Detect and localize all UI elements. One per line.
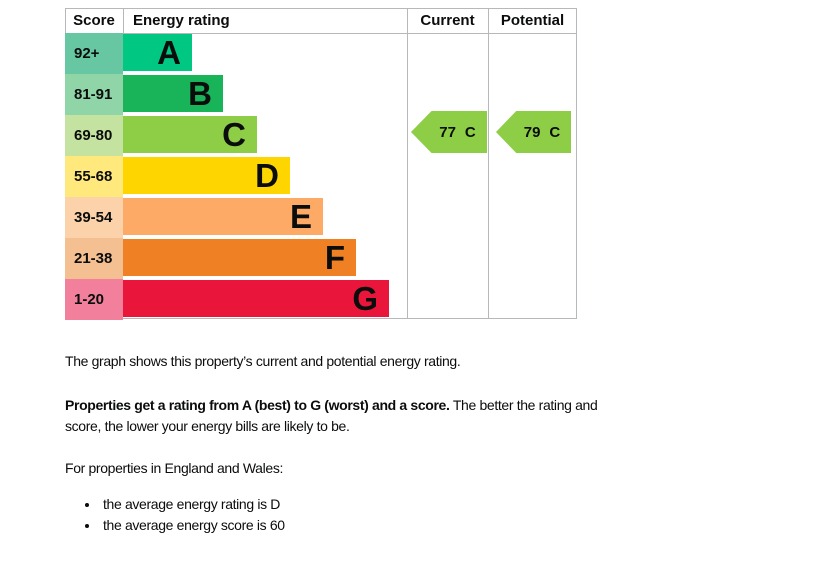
region-intro-text: For properties in England and Wales: xyxy=(65,460,284,476)
band-row-e: 39-54 E xyxy=(65,197,407,238)
potential-column-header: Potential xyxy=(500,12,565,29)
score-range-c: 69-80 xyxy=(65,115,123,156)
band-row-c: 69-80 C xyxy=(65,115,407,156)
score-range-d: 55-68 xyxy=(65,156,123,197)
score-range-a: 92+ xyxy=(65,33,123,74)
rating-bar-d: D xyxy=(123,157,290,194)
chart-border-left xyxy=(65,8,66,33)
average-score-item: the average energy score is 60 xyxy=(100,515,640,536)
score-column-header: Score xyxy=(73,12,115,29)
score-range-f: 21-38 xyxy=(65,238,123,279)
band-row-f: 21-38 F xyxy=(65,238,407,279)
chart-border-bottom xyxy=(65,318,577,319)
rating-bar-f: F xyxy=(123,239,356,276)
rating-bar-b: B xyxy=(123,75,223,112)
score-range-e: 39-54 xyxy=(65,197,123,238)
score-column-divider xyxy=(123,8,124,33)
rating-bands: 92+ A 81-91 B 69-80 C 55-68 D 39-54 E 21-38 F 1-20 G xyxy=(65,33,407,320)
current-rating-score: 77 xyxy=(439,123,456,141)
rating-explanation-text: Properties get a rating from A (best) to… xyxy=(65,395,613,437)
averages-list: the average energy rating is D the avera… xyxy=(65,494,640,536)
rating-bar-e: E xyxy=(123,198,323,235)
epc-rating-chart: Score Energy rating Current Potential 92… xyxy=(65,8,577,320)
energy-rating-header: Energy rating xyxy=(133,12,230,29)
chart-border-top xyxy=(65,8,577,9)
chart-header-divider xyxy=(65,33,577,34)
rating-bar-g: G xyxy=(123,280,389,317)
rating-explanation-bold: Properties get a rating from A (best) to… xyxy=(65,397,450,413)
rating-explanation-rest: The better the rating and score, the low… xyxy=(65,397,598,434)
potential-column-divider xyxy=(488,8,489,318)
band-row-b: 81-91 B xyxy=(65,74,407,115)
potential-rating-score: 79 xyxy=(523,123,541,141)
score-range-b: 81-91 xyxy=(65,74,123,115)
current-column-divider xyxy=(407,8,408,318)
graph-intro-text: The graph shows this property’s current … xyxy=(65,353,461,369)
current-rating-arrow: 77 C xyxy=(411,111,487,153)
potential-rating-band: C xyxy=(549,123,561,141)
band-row-a: 92+ A xyxy=(65,33,407,74)
potential-rating-arrow: 79 C xyxy=(496,111,571,153)
chart-border-right xyxy=(576,8,577,318)
average-rating-item: the average energy rating is D xyxy=(100,494,640,515)
band-row-g: 1-20 G xyxy=(65,279,407,320)
score-range-g: 1-20 xyxy=(65,279,123,320)
rating-bar-c: C xyxy=(123,116,257,153)
current-column-header: Current xyxy=(420,12,475,29)
rating-bar-a: A xyxy=(123,34,192,71)
current-rating-band: C xyxy=(464,123,476,141)
band-row-d: 55-68 D xyxy=(65,156,407,197)
